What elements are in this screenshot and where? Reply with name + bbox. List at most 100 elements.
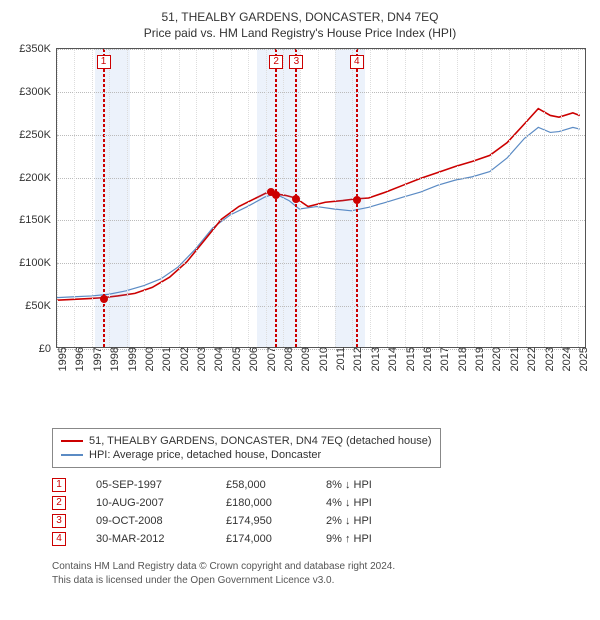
y-tick-label: £350K xyxy=(19,43,57,55)
x-tick-label: 2019 xyxy=(470,347,486,371)
sale-label-marker: 3 xyxy=(289,55,303,69)
y-tick-label: £150K xyxy=(19,214,57,226)
sale-hpi-diff: 2% ↓ HPI xyxy=(326,515,406,527)
sale-label-marker: 2 xyxy=(269,55,283,69)
x-tick-label: 2022 xyxy=(522,347,538,371)
gridline-v xyxy=(439,49,440,347)
sale-number: 4 xyxy=(52,532,66,546)
gridline-v xyxy=(318,49,319,347)
legend-swatch-blue xyxy=(61,454,83,456)
chart-title: 51, THEALBY GARDENS, DONCASTER, DN4 7EQ xyxy=(12,10,588,24)
gridline-v xyxy=(213,49,214,347)
x-tick-label: 2003 xyxy=(192,347,208,371)
x-tick-label: 2015 xyxy=(401,347,417,371)
gridline-v xyxy=(474,49,475,347)
footer-attribution: Contains HM Land Registry data © Crown c… xyxy=(52,560,588,588)
sale-row: 2 10-AUG-2007 £180,000 4% ↓ HPI xyxy=(52,496,588,510)
x-tick-label: 1999 xyxy=(123,347,139,371)
data-marker xyxy=(272,191,280,199)
x-tick-label: 2005 xyxy=(227,347,243,371)
gridline-v xyxy=(161,49,162,347)
x-tick-label: 2020 xyxy=(487,347,503,371)
gridline-v xyxy=(561,49,562,347)
gridline-v xyxy=(109,49,110,347)
y-tick-label: £200K xyxy=(19,172,57,184)
x-tick-label: 1996 xyxy=(70,347,86,371)
x-tick-label: 2016 xyxy=(418,347,434,371)
gridline-v xyxy=(335,49,336,347)
gridline-v xyxy=(283,49,284,347)
x-tick-label: 2014 xyxy=(383,347,399,371)
x-tick-label: 1997 xyxy=(88,347,104,371)
x-tick-label: 2017 xyxy=(435,347,451,371)
legend-swatch-red xyxy=(61,440,83,442)
x-tick-label: 2004 xyxy=(209,347,225,371)
gridline-v xyxy=(179,49,180,347)
y-tick-label: £50K xyxy=(25,300,57,312)
sale-hpi-diff: 4% ↓ HPI xyxy=(326,497,406,509)
gridline-v xyxy=(387,49,388,347)
sale-date: 30-MAR-2012 xyxy=(96,533,196,545)
gridline-v xyxy=(405,49,406,347)
gridline-v xyxy=(578,49,579,347)
chart-area: £0£50K£100K£150K£200K£250K£300K£350K1995… xyxy=(12,48,588,388)
x-tick-label: 2008 xyxy=(279,347,295,371)
x-tick-label: 2011 xyxy=(331,347,347,371)
sales-table: 105-SEP-1997£58,0008% ↓ HPI210-AUG-2007£… xyxy=(52,478,588,546)
gridline-h xyxy=(57,220,585,221)
gridline-v xyxy=(457,49,458,347)
sale-row: 309-OCT-2008£174,9502% ↓ HPI xyxy=(52,514,588,528)
legend-label-red: 51, THEALBY GARDENS, DONCASTER, DN4 7EQ … xyxy=(89,435,432,447)
gridline-v xyxy=(231,49,232,347)
gridline-v xyxy=(509,49,510,347)
gridline-v xyxy=(266,49,267,347)
x-tick-label: 2013 xyxy=(366,347,382,371)
legend-row-red: 51, THEALBY GARDENS, DONCASTER, DN4 7EQ … xyxy=(61,435,432,447)
gridline-v xyxy=(526,49,527,347)
sale-price: £58,000 xyxy=(226,479,296,491)
sale-price: £180,000 xyxy=(226,497,296,509)
x-tick-label: 2007 xyxy=(262,347,278,371)
sale-hpi-diff: 8% ↓ HPI xyxy=(326,479,406,491)
legend-row-blue: HPI: Average price, detached house, Donc… xyxy=(61,449,432,461)
x-tick-label: 2002 xyxy=(175,347,191,371)
sale-label-marker: 4 xyxy=(350,55,364,69)
x-tick-label: 2025 xyxy=(574,347,590,371)
sale-number: 1 xyxy=(52,478,66,492)
x-tick-label: 2009 xyxy=(296,347,312,371)
data-marker xyxy=(292,195,300,203)
legend-box: 51, THEALBY GARDENS, DONCASTER, DN4 7EQ … xyxy=(52,428,441,468)
sale-row: 4 30-MAR-2012 £174,000 9% ↑ HPI xyxy=(52,532,588,546)
gridline-v xyxy=(57,49,58,347)
x-tick-label: 2001 xyxy=(157,347,173,371)
sale-number: 2 xyxy=(52,496,66,510)
gridline-v xyxy=(248,49,249,347)
gridline-v xyxy=(144,49,145,347)
x-tick-label: 2024 xyxy=(557,347,573,371)
y-tick-label: £300K xyxy=(19,86,57,98)
x-tick-label: 1995 xyxy=(53,347,69,371)
x-tick-label: 2000 xyxy=(140,347,156,371)
gridline-v xyxy=(422,49,423,347)
gridline-v xyxy=(370,49,371,347)
gridline-h xyxy=(57,92,585,93)
sale-label-marker: 1 xyxy=(97,55,111,69)
sale-date: 09-OCT-2008 xyxy=(96,515,196,527)
x-tick-label: 2006 xyxy=(244,347,260,371)
y-tick-label: £100K xyxy=(19,257,57,269)
x-tick-label: 2012 xyxy=(348,347,364,371)
sale-price: £174,000 xyxy=(226,533,296,545)
gridline-h xyxy=(57,49,585,50)
gridline-h xyxy=(57,178,585,179)
gridline-v xyxy=(544,49,545,347)
sale-date: 10-AUG-2007 xyxy=(96,497,196,509)
x-tick-label: 1998 xyxy=(105,347,121,371)
gridline-v xyxy=(92,49,93,347)
sale-hpi-diff: 9% ↑ HPI xyxy=(326,533,406,545)
gridline-v xyxy=(74,49,75,347)
footer-line2: This data is licensed under the Open Gov… xyxy=(52,574,588,588)
x-tick-label: 2023 xyxy=(540,347,556,371)
chart-lines-svg xyxy=(57,49,585,347)
data-marker xyxy=(100,295,108,303)
sale-price: £174,950 xyxy=(226,515,296,527)
